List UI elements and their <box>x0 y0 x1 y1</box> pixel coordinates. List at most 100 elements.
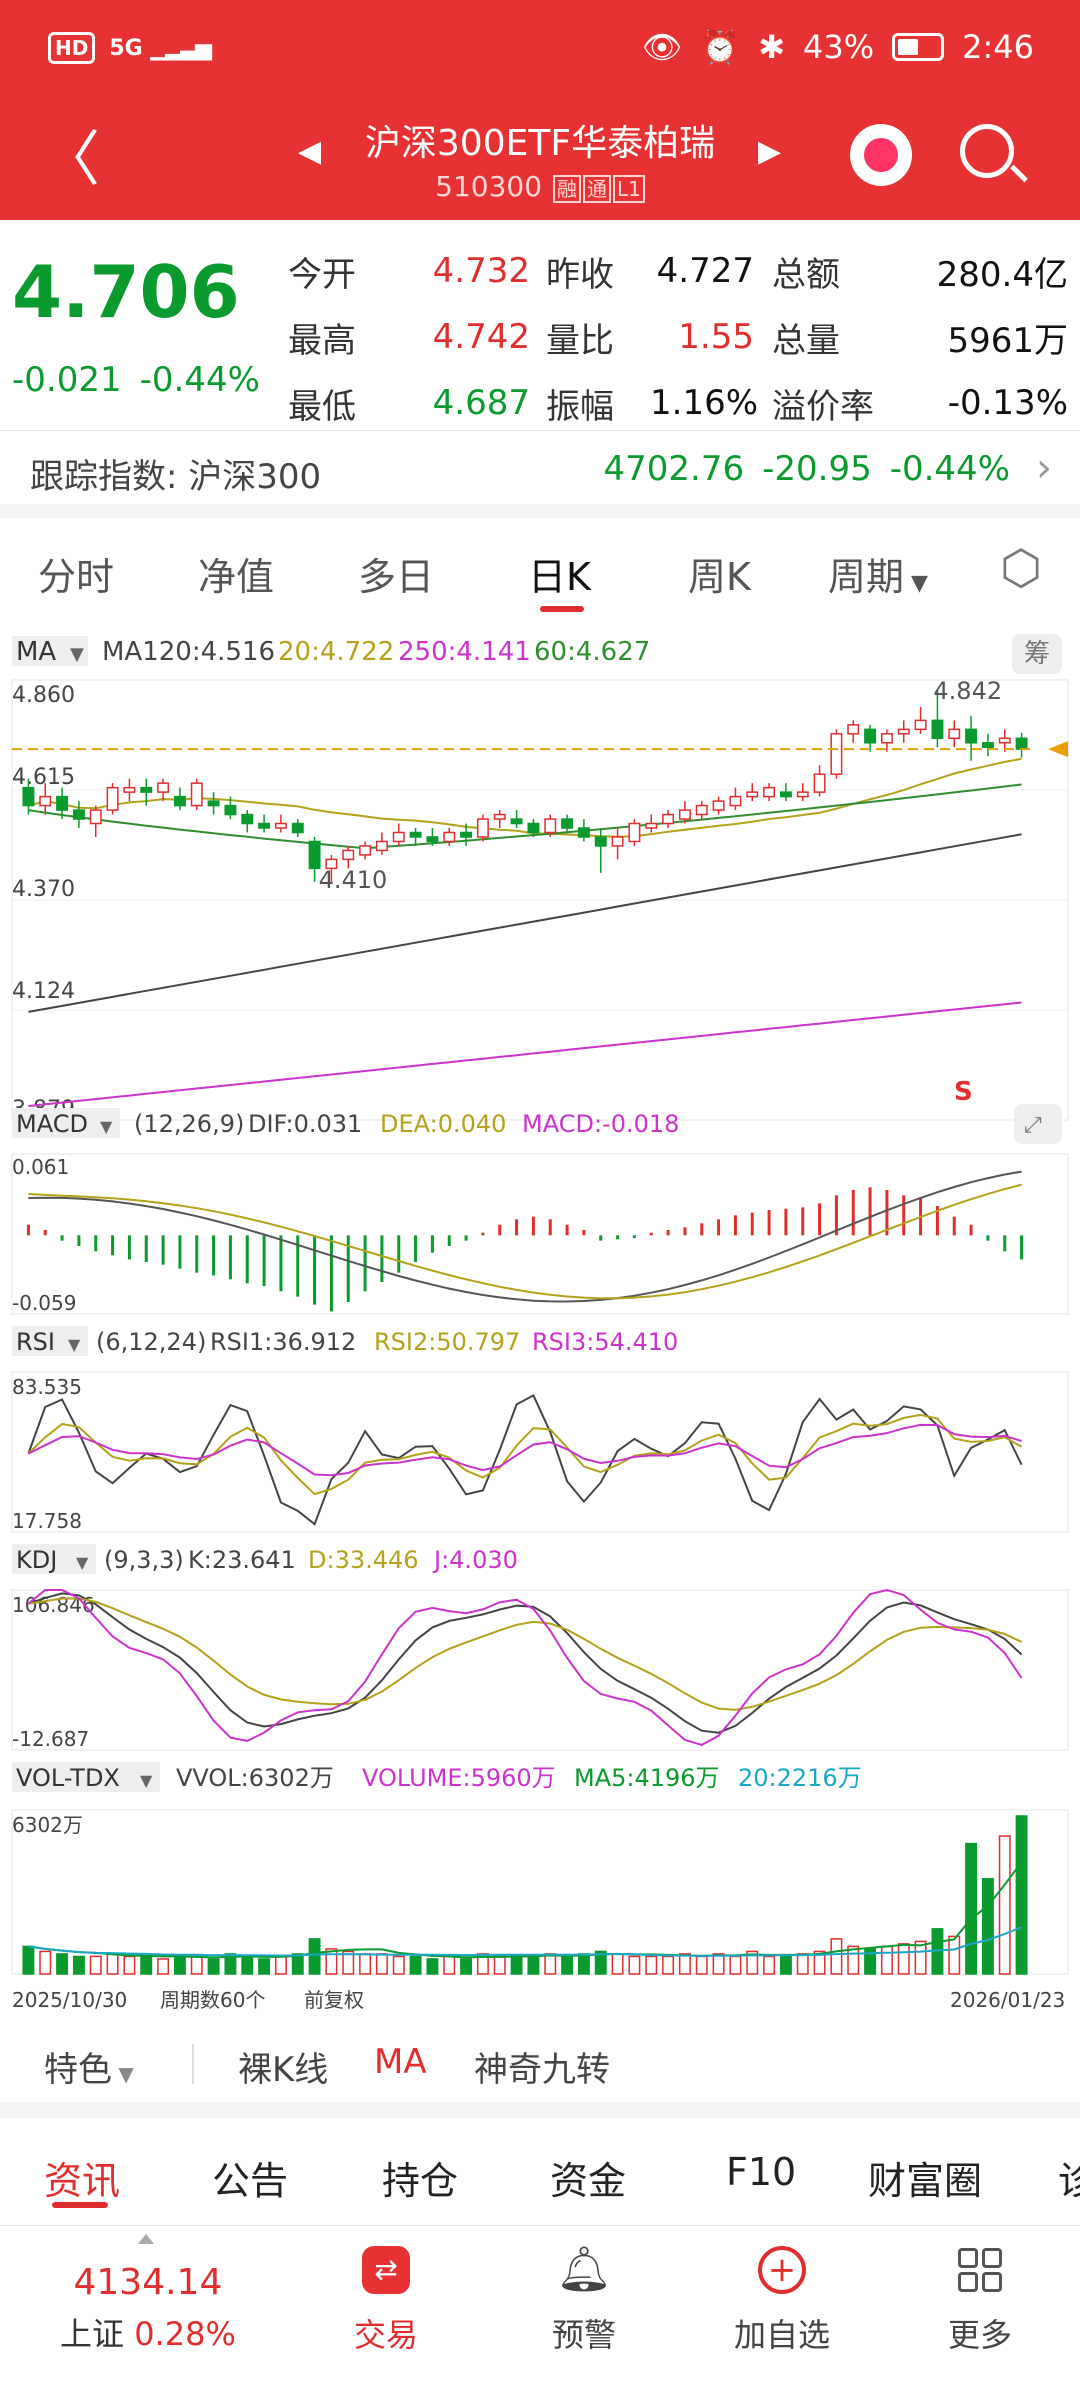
volume-bar <box>291 1953 304 1975</box>
quote-label: 溢价率 <box>772 386 874 427</box>
volume-bar <box>308 1938 321 1975</box>
candle-body <box>123 786 136 793</box>
alert-button[interactable]: 🔔︎ 预警 <box>504 2240 664 2356</box>
candle-body <box>729 795 742 807</box>
more-button[interactable]: 更多 <box>900 2240 1060 2356</box>
volume-bar <box>678 1953 691 1975</box>
tab-daily-k[interactable]: 日K <box>528 555 591 599</box>
tab-nav[interactable]: 净值 <box>198 555 275 599</box>
vol-axis-top: 6302万 <box>12 1813 83 1837</box>
quote-value: 1.55 <box>678 317 754 357</box>
tab-timeshare[interactable]: 分时 <box>38 555 115 599</box>
last-price: 4.706 <box>12 250 240 334</box>
candle-body <box>1015 737 1028 750</box>
margin-tag: 融 <box>552 175 581 203</box>
dropdown-icon: ▼ <box>140 1771 153 1790</box>
kdj-selector[interactable] <box>12 1544 96 1574</box>
candle-body <box>207 800 220 807</box>
price-change: -0.021 -0.44% <box>12 360 260 400</box>
chevron-right-icon[interactable]: › <box>1036 445 1052 491</box>
back-icon[interactable]: 〈 <box>40 125 100 195</box>
tab-news[interactable]: 资讯 <box>44 2159 121 2203</box>
dropdown-icon: ▼ <box>68 1335 81 1354</box>
tab-funds[interactable]: 资金 <box>550 2159 627 2203</box>
ma-option[interactable]: MA <box>374 2042 427 2082</box>
add-watchlist-button[interactable]: + 加自选 <box>702 2240 862 2356</box>
tab-announcements[interactable]: 公告 <box>212 2159 289 2203</box>
candle-body <box>258 822 271 829</box>
kline-chart-area[interactable]: MA ▼ MA120:4.516 20:4.722 250:4.141 60:4… <box>0 624 1080 2014</box>
chip-button[interactable] <box>1012 634 1062 674</box>
kdj-j-value: J:4.030 <box>432 1546 518 1574</box>
kline-chart-svg[interactable]: MA ▼ MA120:4.516 20:4.722 250:4.141 60:4… <box>0 624 1080 2014</box>
add-watchlist-label: 加自选 <box>733 2316 830 2354</box>
price-tick: 4.615 <box>12 765 75 790</box>
candle-body <box>914 719 927 731</box>
candle-body <box>931 719 944 740</box>
ma-selector[interactable] <box>12 636 88 666</box>
info-tabs: 资讯 公告 持仓 资金 F10 财富圈 诊 <box>0 2118 1080 2226</box>
volume-bars <box>22 1815 1028 1975</box>
vol-ma5-value: MA5:4196万 <box>574 1764 720 1792</box>
volume-bar <box>662 1955 675 1975</box>
mascot-icon[interactable] <box>850 124 912 186</box>
macd-selector[interactable] <box>12 1108 120 1138</box>
quote-row: 最低 4.687 振幅 1.16% 溢价率 -0.13% <box>288 370 1068 436</box>
volume-bar <box>325 1948 338 1975</box>
dropdown-icon: ▼ <box>112 2062 134 2086</box>
volume-bar <box>460 1958 473 1975</box>
ma250-value: 250:4.141 <box>398 637 531 667</box>
volume-bar <box>965 1842 978 1975</box>
prev-stock-icon[interactable]: ◀ <box>298 134 322 169</box>
tracking-index-row[interactable]: 跟踪指数: 沪深300 4702.76 -20.95 -0.44% › <box>0 430 1080 518</box>
candle-body <box>796 791 809 798</box>
vol-ma20-line <box>28 1926 1022 1957</box>
settings-hexagon-icon[interactable]: ⬡ <box>1000 540 1042 596</box>
volume-bar <box>594 1950 607 1975</box>
divider <box>192 2044 194 2084</box>
candle-body <box>392 831 405 843</box>
rsi1-value: RSI1:36.912 <box>210 1328 356 1356</box>
tab-f10[interactable]: F10 <box>726 2150 797 2194</box>
clock-time: 2:46 <box>962 28 1034 66</box>
candle-body <box>460 831 473 838</box>
quote-value: 280.4亿 <box>936 254 1068 295</box>
volume-bar <box>106 1953 119 1975</box>
price-tick: 4.860 <box>12 683 75 708</box>
trade-button[interactable]: ⇄ 交易 <box>306 2240 466 2356</box>
expand-up-icon[interactable] <box>138 2234 154 2244</box>
volume-bar <box>359 1953 372 1975</box>
volume-bar <box>72 1955 85 1975</box>
tab-holdings[interactable]: 持仓 <box>382 2159 459 2203</box>
search-icon[interactable] <box>960 124 1014 178</box>
vol-panel-frame <box>11 1809 1069 1975</box>
kdj-d-line <box>28 1597 1023 1711</box>
candle-body <box>712 800 725 811</box>
rsi-selector[interactable] <box>12 1326 88 1356</box>
tracking-pct: -0.44% <box>889 449 1010 489</box>
tab-multiday[interactable]: 多日 <box>358 555 435 599</box>
vol-ma5-line <box>28 1861 1023 1959</box>
volume-bar <box>998 1835 1011 1975</box>
quote-label: 量比 <box>546 320 614 361</box>
tab-diagnosis[interactable]: 诊 <box>1058 2159 1080 2203</box>
expand-button[interactable] <box>1014 1104 1062 1144</box>
volume-bar <box>729 1955 742 1975</box>
candle-body <box>813 773 826 793</box>
magic-nine-option[interactable]: 神奇九转 <box>474 2050 610 2090</box>
volume-bar <box>258 1958 271 1975</box>
naked-k-option[interactable]: 裸K线 <box>238 2050 329 2090</box>
vol-selector[interactable] <box>12 1762 160 1792</box>
feature-dropdown[interactable]: 特色 ▼ <box>44 2050 134 2090</box>
tab-weekly-k[interactable]: 周K <box>688 555 751 599</box>
index-ticker[interactable]: 4134.14 上证 0.28% <box>60 2262 236 2355</box>
macd-dea: DEA:0.040 <box>380 1110 506 1138</box>
volume-bar <box>577 1953 590 1975</box>
tab-wealth-circle[interactable]: 财富圈 <box>868 2159 983 2203</box>
next-stock-icon[interactable]: ▶ <box>758 134 782 169</box>
rsi2-value: RSI2:50.797 <box>374 1328 520 1356</box>
tab-period[interactable]: 周期 ▼ <box>828 555 928 599</box>
volume-bar <box>948 1935 961 1975</box>
volume-bar <box>796 1953 809 1975</box>
volume-bar <box>140 1955 153 1975</box>
